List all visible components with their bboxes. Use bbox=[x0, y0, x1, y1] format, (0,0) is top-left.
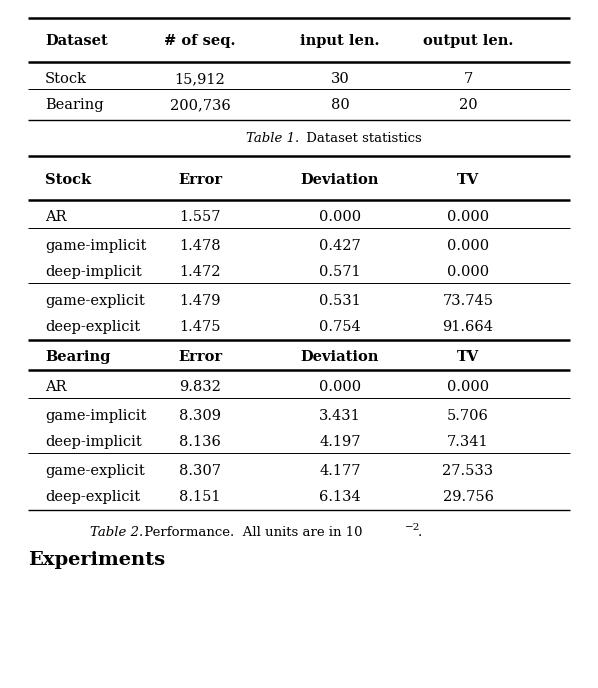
Text: AR: AR bbox=[45, 380, 66, 394]
Text: 8.307: 8.307 bbox=[179, 464, 221, 478]
Text: 9.832: 9.832 bbox=[179, 380, 221, 394]
Text: deep-explicit: deep-explicit bbox=[45, 321, 140, 334]
Text: Table 2.: Table 2. bbox=[90, 526, 144, 539]
Text: 0.571: 0.571 bbox=[319, 266, 361, 279]
Text: 0.427: 0.427 bbox=[319, 239, 361, 253]
Text: 29.756: 29.756 bbox=[443, 491, 493, 504]
Text: game-implicit: game-implicit bbox=[45, 239, 147, 253]
Text: 15,912: 15,912 bbox=[175, 72, 225, 86]
Text: Error: Error bbox=[178, 350, 222, 365]
Text: # of seq.: # of seq. bbox=[164, 34, 236, 48]
Text: Experiments: Experiments bbox=[28, 551, 165, 570]
Text: 0.754: 0.754 bbox=[319, 321, 361, 334]
Text: Stock: Stock bbox=[45, 173, 91, 186]
Text: 30: 30 bbox=[331, 72, 349, 86]
Text: output len.: output len. bbox=[423, 34, 513, 48]
Text: 7: 7 bbox=[463, 72, 472, 86]
Text: 0.000: 0.000 bbox=[319, 211, 361, 224]
Text: 8.151: 8.151 bbox=[179, 491, 221, 504]
Text: 1.557: 1.557 bbox=[179, 211, 221, 224]
Text: Bearing: Bearing bbox=[45, 350, 111, 365]
Text: 3.431: 3.431 bbox=[319, 409, 361, 423]
Text: Deviation: Deviation bbox=[301, 350, 379, 365]
Text: game-explicit: game-explicit bbox=[45, 464, 145, 478]
Text: Dataset statistics: Dataset statistics bbox=[302, 131, 422, 144]
Text: 4.197: 4.197 bbox=[319, 436, 361, 449]
Text: AR: AR bbox=[45, 211, 66, 224]
Text: game-implicit: game-implicit bbox=[45, 409, 147, 423]
Text: deep-explicit: deep-explicit bbox=[45, 491, 140, 504]
Text: 5.706: 5.706 bbox=[447, 409, 489, 423]
Text: game-explicit: game-explicit bbox=[45, 294, 145, 308]
Text: 27.533: 27.533 bbox=[443, 464, 493, 478]
Text: Deviation: Deviation bbox=[301, 173, 379, 186]
Text: 8.136: 8.136 bbox=[179, 436, 221, 449]
Text: 200,736: 200,736 bbox=[170, 98, 230, 112]
Text: deep-implicit: deep-implicit bbox=[45, 266, 142, 279]
Text: 8.309: 8.309 bbox=[179, 409, 221, 423]
Text: 0.000: 0.000 bbox=[447, 380, 489, 394]
Text: 80: 80 bbox=[331, 98, 349, 112]
Text: 0.000: 0.000 bbox=[447, 211, 489, 224]
Text: Dataset: Dataset bbox=[45, 34, 108, 48]
Text: 91.664: 91.664 bbox=[443, 321, 493, 334]
Text: 20: 20 bbox=[459, 98, 477, 112]
Text: 0.000: 0.000 bbox=[447, 239, 489, 253]
Text: 1.478: 1.478 bbox=[179, 239, 221, 253]
Text: 1.479: 1.479 bbox=[179, 294, 221, 308]
Text: 1.475: 1.475 bbox=[179, 321, 221, 334]
Text: 6.134: 6.134 bbox=[319, 491, 361, 504]
Text: TV: TV bbox=[457, 350, 479, 365]
Text: Bearing: Bearing bbox=[45, 98, 103, 112]
Text: Stock: Stock bbox=[45, 72, 87, 86]
Text: input len.: input len. bbox=[300, 34, 380, 48]
Text: −2: −2 bbox=[405, 523, 420, 532]
Text: 1.472: 1.472 bbox=[179, 266, 221, 279]
Text: deep-implicit: deep-implicit bbox=[45, 436, 142, 449]
Text: Performance.  All units are in 10: Performance. All units are in 10 bbox=[140, 526, 362, 539]
Text: 7.341: 7.341 bbox=[447, 436, 489, 449]
Text: 0.000: 0.000 bbox=[447, 266, 489, 279]
Text: 0.000: 0.000 bbox=[319, 380, 361, 394]
Text: 0.531: 0.531 bbox=[319, 294, 361, 308]
Text: 4.177: 4.177 bbox=[319, 464, 361, 478]
Text: TV: TV bbox=[457, 173, 479, 186]
Text: Table 1.: Table 1. bbox=[246, 131, 299, 144]
Text: .: . bbox=[418, 526, 422, 539]
Text: 73.745: 73.745 bbox=[443, 294, 493, 308]
Text: Error: Error bbox=[178, 173, 222, 186]
